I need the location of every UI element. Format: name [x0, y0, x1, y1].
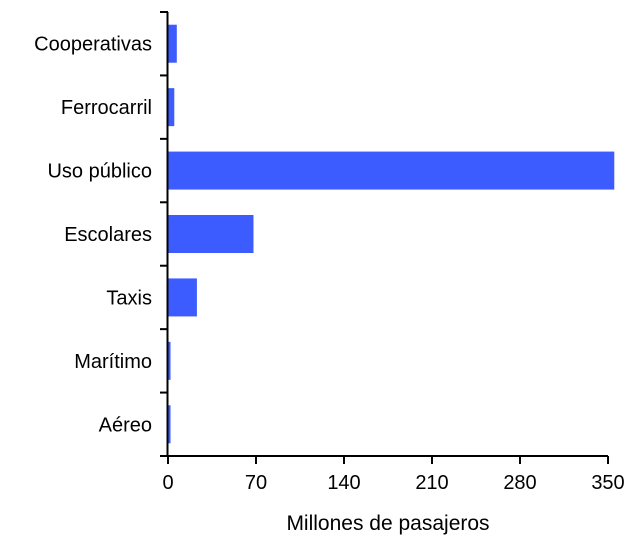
category-label-ferrocarril: Ferrocarril — [61, 97, 152, 119]
bar-uso-publico — [168, 151, 615, 190]
bar-taxis — [168, 278, 197, 317]
x-tick-label-70: 70 — [245, 472, 267, 494]
x-tick-label-280: 280 — [503, 472, 536, 494]
bars-group — [168, 24, 615, 444]
category-label-taxis: Taxis — [106, 287, 152, 309]
x-axis: 0 70 140 210 280 350 — [162, 455, 625, 494]
category-label-escolares: Escolares — [64, 224, 152, 246]
bar-ferrocarril — [168, 88, 175, 127]
x-tick-label-140: 140 — [327, 472, 360, 494]
bar-escolares — [168, 215, 254, 253]
category-label-aereo: Aéreo — [99, 414, 152, 436]
x-tick-label-0: 0 — [162, 472, 173, 494]
bar-cooperativas — [168, 24, 177, 63]
bar-aereo — [168, 405, 171, 444]
x-tick-label-210: 210 — [415, 472, 448, 494]
category-label-uso-publico: Uso público — [47, 161, 152, 183]
category-label-cooperativas: Cooperativas — [34, 34, 152, 56]
bar-maritimo — [168, 341, 171, 380]
category-label-maritimo: Marítimo — [74, 351, 152, 373]
x-tick-label-350: 350 — [591, 472, 624, 494]
y-axis: Cooperativas Ferrocarril Uso público Escola… — [34, 11, 169, 457]
x-axis-title: Millones de pasajeros — [286, 512, 489, 535]
